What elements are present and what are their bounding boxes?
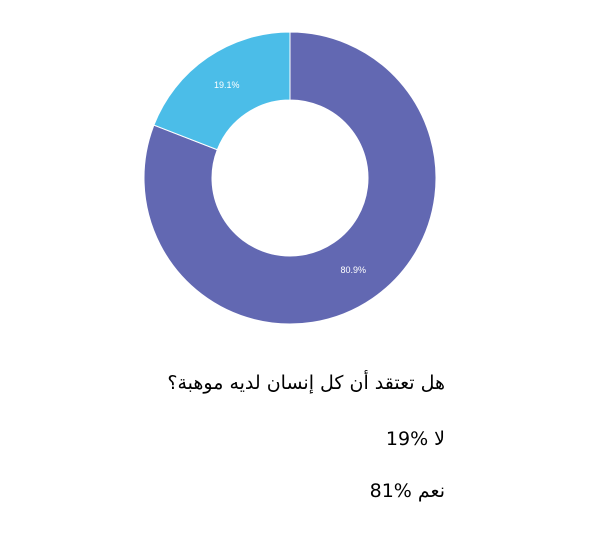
answer: نعم %81	[369, 480, 445, 502]
value-label: 19.1%	[214, 80, 240, 90]
question: هل تعتقد أن كل إنسان لديه موهبة؟	[167, 372, 445, 394]
chart: 80.9% 19.1%	[143, 31, 437, 325]
donut-segment	[153, 31, 291, 151]
answer: لا %19	[385, 428, 445, 450]
donut-segment	[143, 31, 437, 325]
value-label: 80.9%	[340, 265, 366, 275]
